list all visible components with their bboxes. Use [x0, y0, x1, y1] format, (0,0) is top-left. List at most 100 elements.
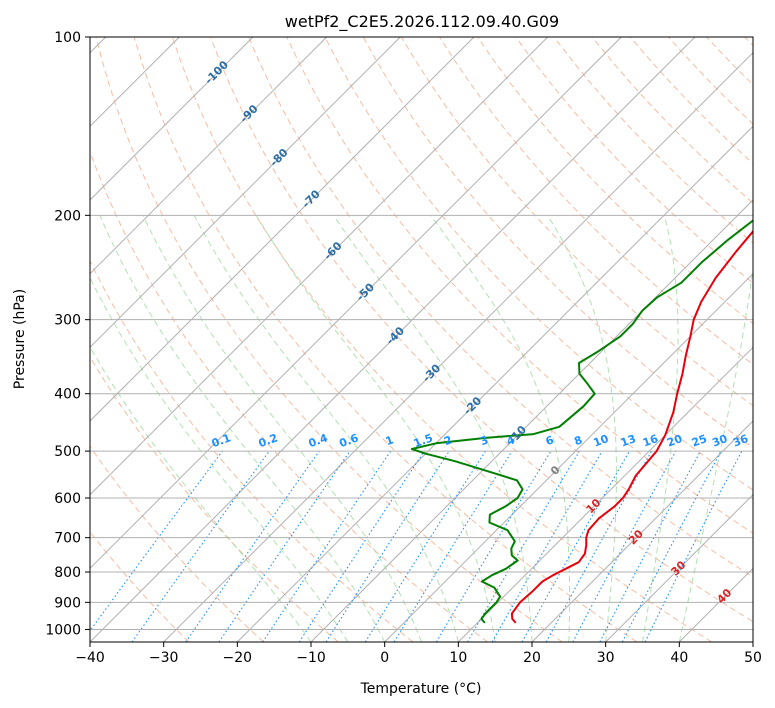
profile-lines	[410, 219, 753, 624]
dry-adiabat-line	[210, 37, 753, 623]
mixing-ratio-line	[185, 450, 320, 642]
mixing-ratio-line	[131, 450, 270, 642]
mixing-ratio-label: 0.4	[307, 431, 330, 450]
mixing-ratio-line	[218, 450, 351, 642]
y-tick-label: 100	[54, 30, 81, 46]
y-axis-title: Pressure (hPa)	[12, 289, 28, 389]
isotherm-line	[752, 641, 753, 642]
isotherm-line	[163, 51, 753, 642]
x-tick-label: 10	[449, 650, 467, 666]
mixing-ratio-label: 2	[442, 433, 454, 448]
dry-adiabat-line	[706, 37, 753, 86]
isotherm-label: 0	[548, 463, 563, 478]
dry-adiabat-line	[591, 37, 753, 204]
mixing-ratio-line	[521, 450, 630, 642]
dry-adiabat-line	[248, 37, 753, 578]
mixing-ratio-label: 4	[505, 433, 517, 448]
mixing-ratio-line	[90, 450, 223, 632]
y-tick-label: 900	[54, 595, 81, 611]
moist-adiabat-line	[642, 215, 679, 642]
moist-adiabat-line	[193, 215, 459, 642]
dry-adiabat-line	[95, 37, 563, 642]
isotherm-line	[605, 493, 753, 642]
x-axis-title: Temperature (°C)	[360, 681, 482, 697]
x-tick-label: 50	[744, 650, 762, 666]
mixing-ratio-label: 3	[478, 433, 490, 448]
dry-adiabat-line	[90, 150, 488, 642]
isotherm-line	[90, 37, 622, 570]
mixing-ratio-line	[435, 450, 552, 642]
isotherm-line	[90, 37, 696, 642]
x-tick-label: 20	[523, 650, 541, 666]
mixing-ratio-label: 6	[544, 433, 556, 448]
isotherm-label: 30	[669, 558, 689, 578]
mixing-ratio-label: 0.2	[257, 431, 280, 450]
mixing-ratio-label: 1.5	[412, 431, 435, 450]
dry-adiabat-line	[90, 259, 414, 642]
mixing-ratio-label: 13	[619, 432, 638, 449]
mixing-ratio-label: 0.1	[210, 431, 233, 450]
dry-adiabat-line	[744, 37, 753, 47]
dry-adiabat-line	[90, 445, 264, 642]
y-tick-label: 500	[54, 444, 81, 460]
mixing-ratio-line	[572, 450, 677, 642]
chart-title: wetPf2_C2E5.2026.112.09.40.G09	[285, 12, 559, 32]
y-tick-label: 200	[54, 208, 81, 224]
mixing-ratio-label: 30	[710, 432, 729, 450]
gridlines	[90, 37, 753, 630]
dry-adiabat-line	[90, 531, 190, 642]
mixing-ratio-line	[599, 450, 701, 642]
isotherm-line	[90, 37, 328, 275]
mixing-ratio-label: 36	[731, 432, 750, 450]
dry-adiabat-line	[171, 37, 712, 642]
mixing-ratio-line	[393, 450, 513, 642]
mixing-ratio-label: 25	[690, 432, 709, 449]
mixing-ratio-label: 20	[665, 432, 684, 450]
mixing-ratio-label: 1	[384, 433, 396, 448]
mixing-ratio-line	[545, 450, 653, 642]
y-tick-label: 600	[54, 491, 81, 507]
y-axis: 1000 900 800 700 600 500 400 300 200 100	[45, 30, 90, 638]
x-tick-label: −40	[75, 650, 105, 666]
mixing-ratio-label: 16	[641, 432, 660, 450]
moist-adiabat-line	[90, 346, 312, 642]
moist-adiabat-line	[333, 215, 533, 642]
temperature-line	[510, 229, 753, 624]
isotherm-label: -60	[321, 239, 344, 262]
x-tick-label: −30	[149, 650, 179, 666]
x-tick-label: −10	[296, 650, 326, 666]
y-tick-label: 400	[54, 387, 81, 403]
dry-adiabat-line	[90, 356, 339, 642]
mixing-ratio-line	[644, 450, 743, 642]
x-axis: −40 −30 −20 −10 0 10 20 30 40 50	[75, 642, 762, 666]
isotherm-line	[90, 37, 475, 422]
isotherm-line	[310, 199, 753, 642]
y-tick-label: 800	[54, 565, 81, 581]
dry-adiabat-line	[324, 37, 753, 491]
x-tick-label: 0	[380, 650, 389, 666]
x-tick-label: −20	[223, 650, 253, 666]
isotherm-line	[236, 125, 753, 642]
mixing-ratio-label: 8	[572, 433, 584, 448]
mixing-ratio-line	[325, 450, 450, 642]
isotherm-line	[531, 420, 753, 642]
x-tick-label: 40	[670, 650, 688, 666]
mixing-ratio-line	[262, 450, 392, 642]
y-tick-label: 1000	[45, 622, 81, 638]
y-tick-label: 700	[54, 531, 81, 547]
mixing-ratio-line	[298, 450, 425, 642]
dry-adiabat-line	[133, 37, 638, 642]
dry-adiabat-line	[668, 37, 753, 125]
mixing-ratio-label: 10	[592, 432, 611, 450]
moist-adiabat-line	[99, 215, 386, 642]
mixing-ratio-line	[364, 450, 486, 642]
moist-adiabat-line	[142, 215, 422, 642]
isotherm-line	[90, 37, 401, 349]
background-lines	[90, 37, 753, 642]
moist-adiabat-line	[547, 215, 617, 642]
mixing-ratio-label: 0.6	[338, 431, 361, 450]
y-tick-label: 300	[54, 313, 81, 329]
isotherm-line	[90, 37, 254, 201]
x-tick-label: 30	[597, 650, 615, 666]
isotherm-label: -90	[237, 102, 260, 125]
